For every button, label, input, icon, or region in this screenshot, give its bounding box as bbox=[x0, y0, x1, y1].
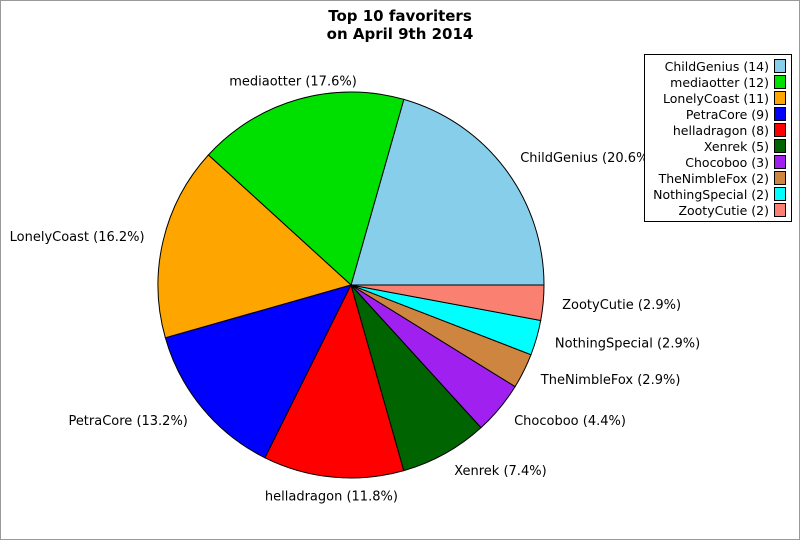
legend-item-mediaotter: mediaotter (12) bbox=[653, 74, 786, 90]
legend-item-TheNimbleFox: TheNimbleFox (2) bbox=[653, 170, 786, 186]
legend-item-label: mediaotter (12) bbox=[670, 74, 769, 90]
legend-color-swatch bbox=[774, 75, 786, 89]
legend-item-label: ChildGenius (14) bbox=[664, 58, 769, 74]
legend-color-swatch bbox=[774, 91, 786, 105]
legend-color-swatch bbox=[774, 155, 786, 169]
slice-label-helladragon: helladragon (11.8%) bbox=[265, 490, 398, 505]
legend-item-Xenrek: Xenrek (5) bbox=[653, 138, 786, 154]
legend-item-label: Chocoboo (3) bbox=[685, 154, 769, 170]
legend-item-NothingSpecial: NothingSpecial (2) bbox=[653, 186, 786, 202]
pie-slice-ZootyCutie bbox=[350, 284, 545, 322]
chart-title-line1: Top 10 favoriters bbox=[328, 7, 472, 25]
legend-color-swatch bbox=[774, 187, 786, 201]
pie-slice-mediaotter bbox=[207, 91, 405, 286]
slice-label-TheNimbleFox: TheNimbleFox (2.9%) bbox=[540, 373, 681, 388]
legend-color-swatch bbox=[774, 203, 786, 217]
slice-label-LonelyCoast: LonelyCoast (16.2%) bbox=[10, 230, 145, 245]
pie-slice-helladragon bbox=[264, 283, 405, 479]
slice-label-mediaotter: mediaotter (17.6%) bbox=[229, 75, 357, 90]
legend-item-label: LonelyCoast (11) bbox=[663, 90, 769, 106]
chart-title-line2: on April 9th 2014 bbox=[326, 25, 474, 43]
legend-item-label: NothingSpecial (2) bbox=[653, 186, 769, 202]
legend-item-helladragon: helladragon (8) bbox=[653, 122, 786, 138]
legend-item-ZootyCutie: ZootyCutie (2) bbox=[653, 202, 786, 218]
legend-item-label: PetraCore (9) bbox=[685, 106, 769, 122]
legend-item-label: Xenrek (5) bbox=[703, 138, 769, 154]
slice-label-ZootyCutie: ZootyCutie (2.9%) bbox=[562, 298, 681, 313]
legend: ChildGenius (14) mediaotter (12) LonelyCoa… bbox=[644, 54, 792, 222]
slice-label-PetraCore: PetraCore (13.2%) bbox=[68, 414, 187, 429]
pie-slice-PetraCore bbox=[164, 284, 352, 459]
legend-item-label: helladragon (8) bbox=[672, 122, 769, 138]
pie-slice-LonelyCoast bbox=[157, 154, 353, 339]
legend-color-swatch bbox=[774, 171, 786, 185]
slice-label-Xenrek: Xenrek (7.4%) bbox=[454, 464, 546, 479]
legend-color-swatch bbox=[774, 139, 786, 153]
slice-label-ChildGenius: ChildGenius (20.6%) bbox=[520, 151, 653, 166]
legend-item-Chocoboo: Chocoboo (3) bbox=[653, 154, 786, 170]
legend-color-swatch bbox=[774, 59, 786, 73]
legend-item-LonelyCoast: LonelyCoast (11) bbox=[653, 90, 786, 106]
chart-title: Top 10 favoriters on April 9th 2014 bbox=[1, 7, 799, 43]
slice-label-NothingSpecial: NothingSpecial (2.9%) bbox=[555, 337, 700, 352]
slice-label-Chocoboo: Chocoboo (4.4%) bbox=[514, 414, 626, 429]
legend-color-swatch bbox=[774, 107, 786, 121]
pie-slice-ChildGenius bbox=[350, 98, 545, 286]
legend-item-ChildGenius: ChildGenius (14) bbox=[653, 58, 786, 74]
legend-item-label: TheNimbleFox (2) bbox=[658, 170, 769, 186]
legend-item-label: ZootyCutie (2) bbox=[678, 202, 769, 218]
legend-color-swatch bbox=[774, 123, 786, 137]
legend-item-PetraCore: PetraCore (9) bbox=[653, 106, 786, 122]
